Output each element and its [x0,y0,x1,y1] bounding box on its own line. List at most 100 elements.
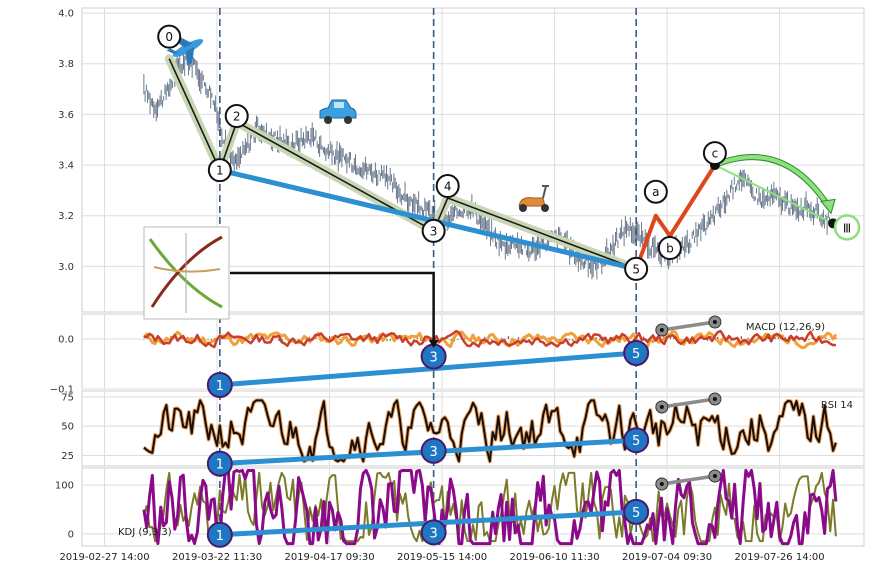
macd-a-dot [659,328,664,332]
kdj-divergence-marker [623,498,650,525]
wave-label-circle [643,179,668,204]
wave-label-circle [421,218,446,243]
macd-label: MACD (12,26,9) [746,322,825,333]
macd-signal-line [142,330,838,350]
y-tick-label: 3.6 [58,110,74,121]
rsi-divergence-label: 1 [216,458,224,473]
car-body [319,99,357,119]
airplane-body [172,39,204,57]
rsi-label: RSI 14 [821,400,853,411]
wave-label-circle [702,141,727,166]
airplane-tail [166,48,178,55]
y-tick-label: 3.0 [58,262,74,273]
scooter-icon [518,185,549,212]
wave-label: c [712,147,719,161]
wave-1-5-trend-line [217,167,639,272]
rsi-line [143,399,837,463]
thumbnail-curve [153,266,221,273]
y-tick-label: 0 [68,529,74,540]
rsi-ac-segment [661,397,716,409]
rsi-divergence-marker [420,437,447,464]
scooter-wheel [541,204,549,212]
rsi-divergence-label: 5 [632,434,640,449]
thumbnail-curve [148,238,223,309]
macd-divergence-label: 5 [632,347,640,362]
kdj-divergence-marker [420,519,447,546]
thumbnail-connector-arrowhead [428,340,439,348]
projection-arrowhead [820,198,836,215]
macd-divergence-label: 1 [216,379,224,394]
wave-label: 1 [216,164,224,178]
y-tick-label: 4.0 [58,9,74,20]
x-tick-label: 2019-02-27 14:00 [59,552,149,563]
rsi-c-dot [712,397,717,401]
x-tick-label: 2019-04-17 09:30 [284,552,374,563]
kdj-j-line [142,468,838,546]
wave-label: 4 [444,180,452,194]
wave-label-circle [624,256,649,281]
impulse-wave-line [168,58,637,270]
car-window [334,102,344,108]
rsi-a-dot [659,405,664,409]
y-tick-label: 100 [55,481,74,492]
kdj-a-dot [659,482,664,486]
car-icon [319,99,357,124]
wave-label: a [652,185,659,199]
y-tick-label: 3.2 [58,211,74,222]
rsi-divergence-label: 3 [429,445,437,460]
projection-arc [714,155,831,209]
y-tick-label: 0.0 [58,335,74,346]
car-wheel [344,116,352,124]
x-tick-label: 2019-06-10 11:30 [510,552,600,563]
wave-label-circle [657,236,682,260]
wave-label: 3 [430,224,438,238]
end-label-circle [833,214,861,241]
macd-ac-segment [661,320,716,332]
projection-line [714,164,834,225]
scooter-wheel [519,204,527,212]
y-tick-label: 3.4 [58,161,74,172]
car-wheel [324,116,332,124]
kdj-ac-segment [661,474,716,486]
y-tick-label: 3.8 [58,59,74,70]
x-tick-label: 2019-07-26 14:00 [735,552,825,563]
scooter-body [518,197,546,207]
y-tick-label: 50 [61,422,74,433]
kdj-label: KDJ (9,3,3) [118,527,172,538]
x-tick-label: 2019-05-15 14:00 [397,552,487,563]
scooter-stem [542,185,547,199]
macd-c-dot [712,320,717,324]
thumbnail-connector [230,271,435,344]
macd-divergence-marker [206,372,233,398]
macd-line [143,329,836,349]
rsi-divergence-marker [206,450,233,477]
kdj-divergence-label: 3 [429,526,437,541]
wave-label: 5 [632,262,640,276]
kdj-divergence-label: 5 [632,506,640,521]
wave-label: 2 [233,110,241,124]
end-label: Ⅲ [843,221,851,235]
macd-divergence-label: 3 [429,351,437,366]
wave-label: b [666,242,674,256]
airplane-wing [186,46,195,66]
y-tick-label: 75 [61,392,74,403]
kdj-c-dot [712,474,717,478]
kdj-divergence-label: 1 [216,529,224,544]
wave-label-circle [207,158,232,183]
wave-label-circle [157,24,182,49]
kdj-divergence-marker [206,521,233,548]
elliott-wave-thumbnail [143,226,230,320]
rsi-divergence-marker [623,427,650,454]
abc-correction-line [634,163,717,270]
y-tick-label: 25 [61,451,74,462]
x-tick-label: 2019-07-04 09:30 [622,552,712,563]
wave-label-circle [435,174,460,198]
x-tick-label: 2019-03-22 11:30 [172,552,262,563]
macd-divergence-line [217,350,639,388]
wave-label-circle [224,104,249,128]
macd-divergence-marker [623,340,650,366]
y-tick-label: −0.1 [50,385,74,396]
wave-label: 0 [165,30,173,44]
